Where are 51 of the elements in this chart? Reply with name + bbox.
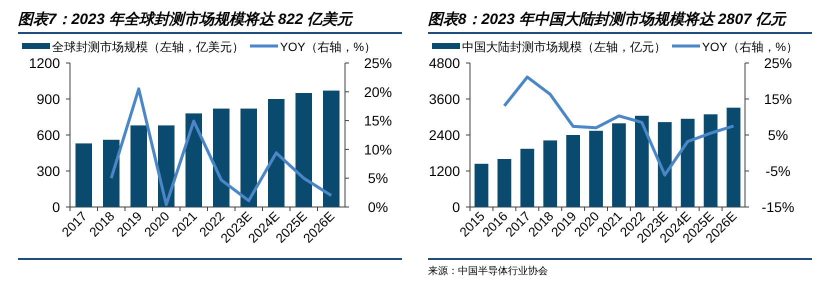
bar: [130, 125, 147, 207]
y-tick-label: 0: [52, 199, 60, 215]
y-tick-label: 600: [36, 127, 60, 143]
y2-tick-label: 5%: [768, 127, 788, 143]
bar: [186, 113, 202, 207]
y2-tick-label: 25%: [364, 55, 392, 71]
bar: [704, 114, 718, 207]
legend-label: 全球封测市场规模（左轴，亿美元）: [52, 40, 244, 54]
source-note: 来源：中国半导体行业协会: [428, 265, 548, 277]
bar: [658, 122, 672, 207]
bar: [268, 99, 284, 207]
y2-tick-label: -15%: [762, 199, 794, 215]
bar: [726, 108, 740, 207]
y-tick-label: 3600: [428, 91, 460, 107]
y2-tick-label: -5%: [766, 163, 790, 179]
chart-title: 图表7：2023 年全球封测市场规模将达 822 亿美元: [18, 10, 354, 28]
bar: [566, 135, 580, 207]
bar: [589, 130, 603, 207]
bar: [680, 118, 695, 207]
bar: [76, 143, 92, 207]
bar: [520, 148, 534, 207]
bar: [103, 140, 120, 207]
line-series: [110, 87, 333, 206]
y-tick-label: 1200: [428, 163, 460, 179]
y2-tick-label: 15%: [764, 91, 792, 107]
chart-title: 图表8：2023 年中国大陆封测市场规模将达 2807 亿元: [428, 10, 788, 28]
legend-label: YOY（右轴，%）: [702, 40, 798, 54]
y2-tick-label: 15%: [364, 112, 392, 129]
bar: [323, 90, 340, 207]
y2-tick-label: 0%: [368, 199, 388, 215]
y2-tick-label: 10%: [364, 141, 392, 158]
y2-tick-label: 20%: [364, 84, 392, 100]
y-tick-label: 0: [452, 199, 460, 215]
y2-tick-label: 5%: [368, 170, 388, 186]
bar: [543, 140, 558, 207]
bar: [612, 123, 626, 207]
y-tick-label: 2400: [428, 127, 460, 143]
bar: [240, 108, 257, 207]
legend-label: 中国大陆封测市场规模（左轴，亿元）: [462, 40, 666, 54]
y-tick-label: 1200: [28, 55, 60, 71]
bar: [635, 116, 649, 207]
y-tick-label: 4800: [428, 55, 460, 71]
line-series: [502, 76, 736, 176]
bar: [474, 164, 488, 207]
bar: [296, 93, 312, 207]
bar: [213, 108, 230, 207]
legend-label: YOY（右轴，%）: [280, 40, 376, 54]
bar: [498, 159, 512, 207]
y-tick-label: 900: [36, 91, 60, 107]
y-tick-label: 300: [36, 163, 60, 179]
y2-tick-label: 25%: [764, 55, 792, 71]
